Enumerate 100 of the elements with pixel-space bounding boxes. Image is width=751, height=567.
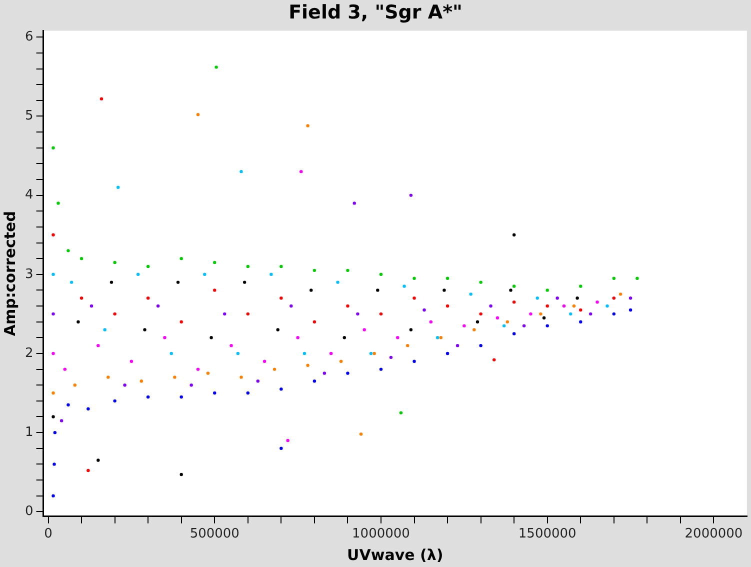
point <box>372 352 376 356</box>
point <box>346 372 350 375</box>
point <box>446 352 450 356</box>
point <box>196 113 200 116</box>
point <box>86 407 90 410</box>
point <box>446 304 450 308</box>
point <box>422 308 426 312</box>
point <box>213 391 216 395</box>
point <box>246 312 250 316</box>
point <box>276 328 280 332</box>
point <box>180 472 183 476</box>
point <box>66 403 70 406</box>
point <box>280 264 283 268</box>
point <box>100 97 104 100</box>
y-tick-label: 1 <box>24 424 34 440</box>
point <box>176 280 180 284</box>
point <box>240 376 243 379</box>
x-tick-label: 2000000 <box>684 526 743 542</box>
y-tick-label: 2 <box>24 346 34 361</box>
point <box>66 249 70 252</box>
point <box>346 268 350 272</box>
point <box>412 276 416 280</box>
point <box>509 288 512 292</box>
point <box>230 344 233 348</box>
point <box>130 360 134 363</box>
point <box>612 276 616 280</box>
point <box>123 384 126 387</box>
point <box>512 233 516 236</box>
y-tick-label: 6 <box>24 30 34 44</box>
point <box>446 276 450 280</box>
y-tick-label: 4 <box>24 188 34 203</box>
point <box>439 336 442 340</box>
x-tick-label: 1000000 <box>352 526 410 542</box>
point <box>52 272 55 276</box>
point <box>306 124 310 128</box>
point <box>512 300 516 304</box>
point <box>596 300 599 304</box>
point <box>389 356 393 360</box>
point <box>402 284 406 288</box>
point <box>140 380 144 383</box>
point <box>612 296 616 300</box>
point <box>113 399 116 403</box>
point <box>628 296 632 300</box>
point <box>80 256 84 260</box>
point <box>412 296 416 300</box>
point <box>376 288 380 292</box>
y-axis-title: Amp:corrected <box>0 211 19 336</box>
point <box>346 304 350 308</box>
point <box>56 202 60 205</box>
point <box>113 312 116 316</box>
point <box>136 272 140 276</box>
point <box>306 364 310 367</box>
y-tick-label: 5 <box>24 108 34 124</box>
point <box>146 296 150 300</box>
point <box>489 304 492 308</box>
point <box>556 296 559 300</box>
point <box>479 312 482 316</box>
point <box>52 494 55 498</box>
y-tick-label: 3 <box>24 266 34 282</box>
point <box>240 170 243 174</box>
point <box>579 284 582 288</box>
point <box>379 272 383 276</box>
point <box>546 324 549 328</box>
point <box>636 276 639 280</box>
point <box>60 419 64 422</box>
point <box>170 352 173 356</box>
point <box>302 352 306 356</box>
point <box>156 304 160 308</box>
point <box>180 256 183 260</box>
point <box>379 312 383 316</box>
point <box>409 194 413 197</box>
y-tick-label: 0 <box>24 504 34 520</box>
point <box>256 380 260 383</box>
point <box>270 272 273 276</box>
point <box>479 280 482 284</box>
point <box>52 415 55 418</box>
point <box>106 376 110 379</box>
point <box>379 368 383 371</box>
x-axis-title: UVwave (λ) <box>347 546 444 564</box>
point <box>356 312 360 316</box>
point <box>52 462 56 466</box>
point <box>290 304 293 308</box>
point <box>213 260 216 264</box>
point <box>546 304 549 308</box>
point <box>512 332 516 336</box>
point <box>70 280 74 284</box>
point <box>280 296 283 300</box>
point <box>213 288 216 292</box>
point <box>456 344 460 348</box>
point <box>246 391 250 395</box>
point <box>286 438 290 442</box>
point <box>409 328 413 332</box>
point <box>512 284 516 288</box>
point <box>52 233 55 236</box>
point <box>173 376 176 379</box>
point <box>539 312 542 316</box>
point <box>296 336 300 340</box>
point <box>146 264 150 268</box>
point <box>312 268 316 272</box>
point <box>53 430 57 434</box>
